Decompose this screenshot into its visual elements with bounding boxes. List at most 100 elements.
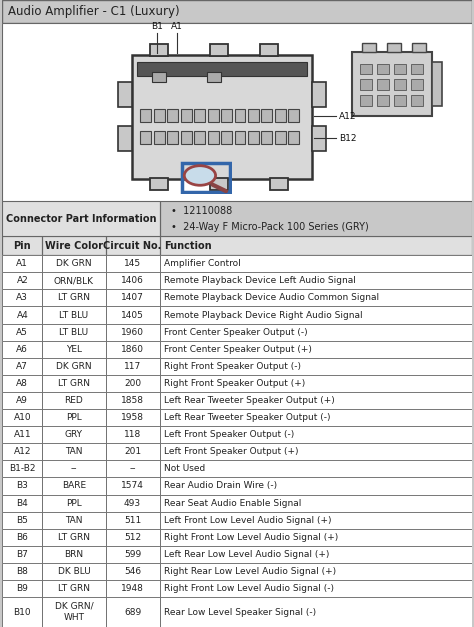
Text: Connector Part Information: Connector Part Information (6, 214, 156, 224)
Bar (132, 55, 312, 179)
Text: A1: A1 (17, 259, 28, 268)
Bar (42, 529, 106, 545)
Bar (160, 426, 472, 443)
Bar (2, 580, 42, 597)
Text: Not Used: Not Used (164, 465, 206, 473)
Bar (270, 178, 288, 190)
Text: LT BLU: LT BLU (59, 328, 89, 337)
Text: Front Center Speaker Output (-): Front Center Speaker Output (-) (164, 328, 308, 337)
Bar (106, 460, 160, 477)
Text: B6: B6 (17, 533, 28, 542)
Bar (412, 43, 426, 51)
Bar (106, 495, 160, 512)
Bar (42, 563, 106, 580)
Bar (394, 95, 406, 107)
Text: ORN/BLK: ORN/BLK (54, 277, 94, 285)
Text: B1-B2: B1-B2 (9, 465, 36, 473)
Bar (221, 132, 232, 144)
Bar (118, 83, 132, 107)
Bar (42, 460, 106, 477)
Bar (106, 358, 160, 375)
Text: Left Front Speaker Output (-): Left Front Speaker Output (-) (164, 430, 294, 439)
Bar (377, 95, 389, 107)
Bar (42, 290, 106, 307)
Bar (140, 110, 151, 122)
Bar (106, 255, 160, 272)
Bar (160, 340, 472, 358)
Bar (42, 597, 106, 627)
Bar (2, 426, 42, 443)
Bar (106, 409, 160, 426)
Text: Right Front Low Level Audio Signal (+): Right Front Low Level Audio Signal (+) (164, 533, 338, 542)
Bar (160, 460, 472, 477)
Bar (154, 110, 164, 122)
Text: BRN: BRN (64, 550, 83, 559)
Text: A1: A1 (171, 21, 183, 31)
Bar (42, 495, 106, 512)
Text: DK GRN: DK GRN (56, 362, 92, 371)
Bar (221, 110, 232, 122)
Bar (352, 51, 432, 117)
Text: A7: A7 (17, 362, 28, 371)
Bar (106, 512, 160, 529)
Bar (106, 375, 160, 392)
Bar (2, 512, 42, 529)
Text: A6: A6 (17, 345, 28, 354)
Bar (2, 272, 42, 290)
Text: 201: 201 (124, 447, 141, 456)
Text: A12: A12 (339, 112, 356, 121)
Bar (42, 580, 106, 597)
Bar (2, 409, 42, 426)
Bar (106, 443, 160, 460)
Bar (150, 43, 168, 56)
Text: Circuit No.: Circuit No. (103, 241, 162, 251)
Bar (160, 580, 472, 597)
Text: GRY: GRY (65, 430, 83, 439)
Bar (248, 110, 259, 122)
Text: •  24-Way F Micro-Pack 100 Series (GRY): • 24-Way F Micro-Pack 100 Series (GRY) (171, 221, 369, 231)
Bar (42, 545, 106, 563)
Bar (275, 110, 286, 122)
Bar (2, 375, 42, 392)
Bar (2, 443, 42, 460)
Text: DK BLU: DK BLU (57, 567, 91, 576)
Bar (262, 110, 273, 122)
Text: TAN: TAN (65, 447, 82, 456)
Bar (160, 563, 472, 580)
Bar (394, 63, 406, 75)
Text: --: -- (71, 465, 77, 473)
Text: 689: 689 (124, 608, 141, 616)
Bar (207, 73, 221, 83)
Bar (42, 324, 106, 340)
Bar (106, 426, 160, 443)
Bar (411, 63, 423, 75)
Bar (235, 110, 246, 122)
Bar (411, 80, 423, 90)
Bar (360, 63, 372, 75)
Bar (160, 597, 472, 627)
Text: Function: Function (164, 241, 212, 251)
Bar (377, 63, 389, 75)
Bar (106, 324, 160, 340)
Bar (152, 73, 166, 83)
Bar (106, 545, 160, 563)
Text: Right Rear Low Level Audio Signal (+): Right Rear Low Level Audio Signal (+) (164, 567, 337, 576)
Text: B5: B5 (17, 515, 28, 525)
Bar (248, 132, 259, 144)
Bar (432, 61, 442, 107)
Text: LT GRN: LT GRN (58, 379, 90, 388)
Text: B1: B1 (151, 21, 163, 31)
Text: LT GRN: LT GRN (58, 293, 90, 302)
Text: RED: RED (64, 396, 83, 405)
Bar (411, 95, 423, 107)
Bar (2, 545, 42, 563)
Bar (160, 545, 472, 563)
Bar (208, 110, 219, 122)
Text: •  12110088: • 12110088 (171, 206, 233, 216)
Bar (160, 409, 472, 426)
Bar (118, 127, 132, 151)
Text: PPL: PPL (66, 498, 82, 508)
Bar (394, 80, 406, 90)
Bar (181, 132, 191, 144)
Bar (2, 563, 42, 580)
